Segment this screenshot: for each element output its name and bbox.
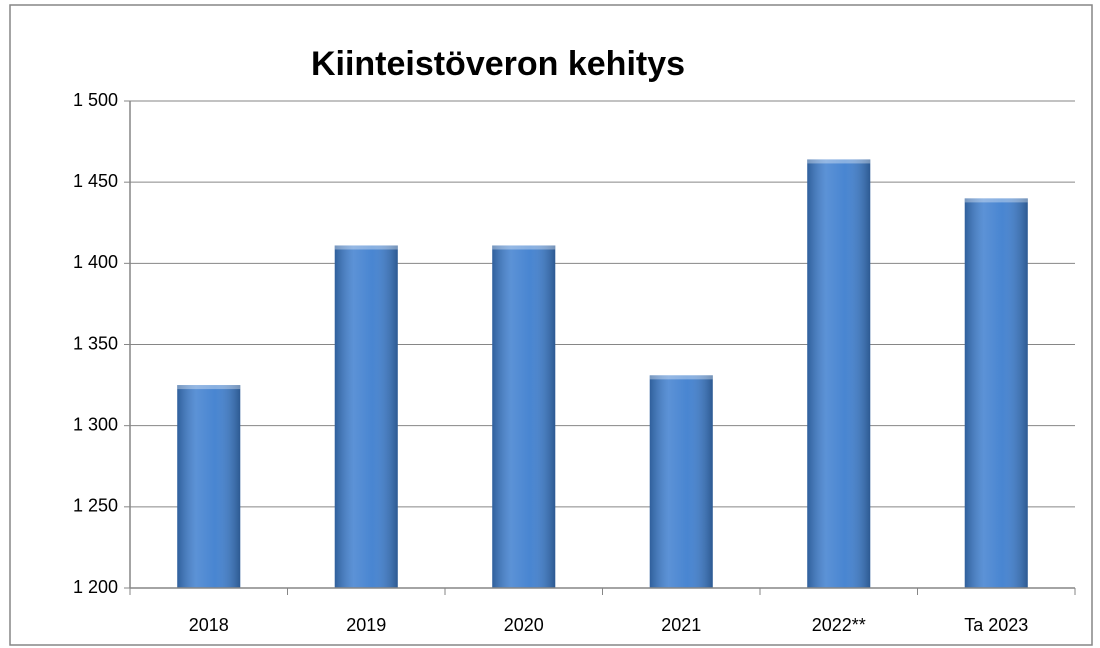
x-tick-label: Ta 2023	[964, 615, 1028, 635]
y-tick-label: 1 350	[73, 333, 118, 353]
y-tick-label: 1 400	[73, 252, 118, 272]
bar-cap	[964, 198, 1028, 203]
bar-cap	[492, 245, 556, 250]
y-tick-label: 1 500	[73, 90, 118, 110]
bar-shine	[177, 385, 241, 588]
bar-shine	[649, 375, 713, 588]
chart-title: Kiinteistöveron kehitys	[311, 45, 685, 83]
bar-cap	[807, 159, 871, 164]
y-tick-label: 1 250	[73, 496, 118, 516]
bar-cap	[334, 245, 398, 250]
x-tick-label: 2021	[661, 615, 701, 635]
x-tick-label: 2022**	[812, 615, 866, 635]
bar-cap	[177, 385, 241, 390]
bar-shine	[807, 159, 871, 588]
bar-shine	[334, 245, 398, 588]
x-tick-label: 2019	[346, 615, 386, 635]
y-tick-label: 1 300	[73, 414, 118, 434]
y-tick-label: 1 200	[73, 577, 118, 597]
bar-cap	[649, 375, 713, 380]
y-tick-label: 1 450	[73, 171, 118, 191]
bar-shine	[492, 245, 556, 588]
x-tick-label: 2018	[189, 615, 229, 635]
bar-shine	[964, 198, 1028, 588]
x-tick-label: 2020	[504, 615, 544, 635]
